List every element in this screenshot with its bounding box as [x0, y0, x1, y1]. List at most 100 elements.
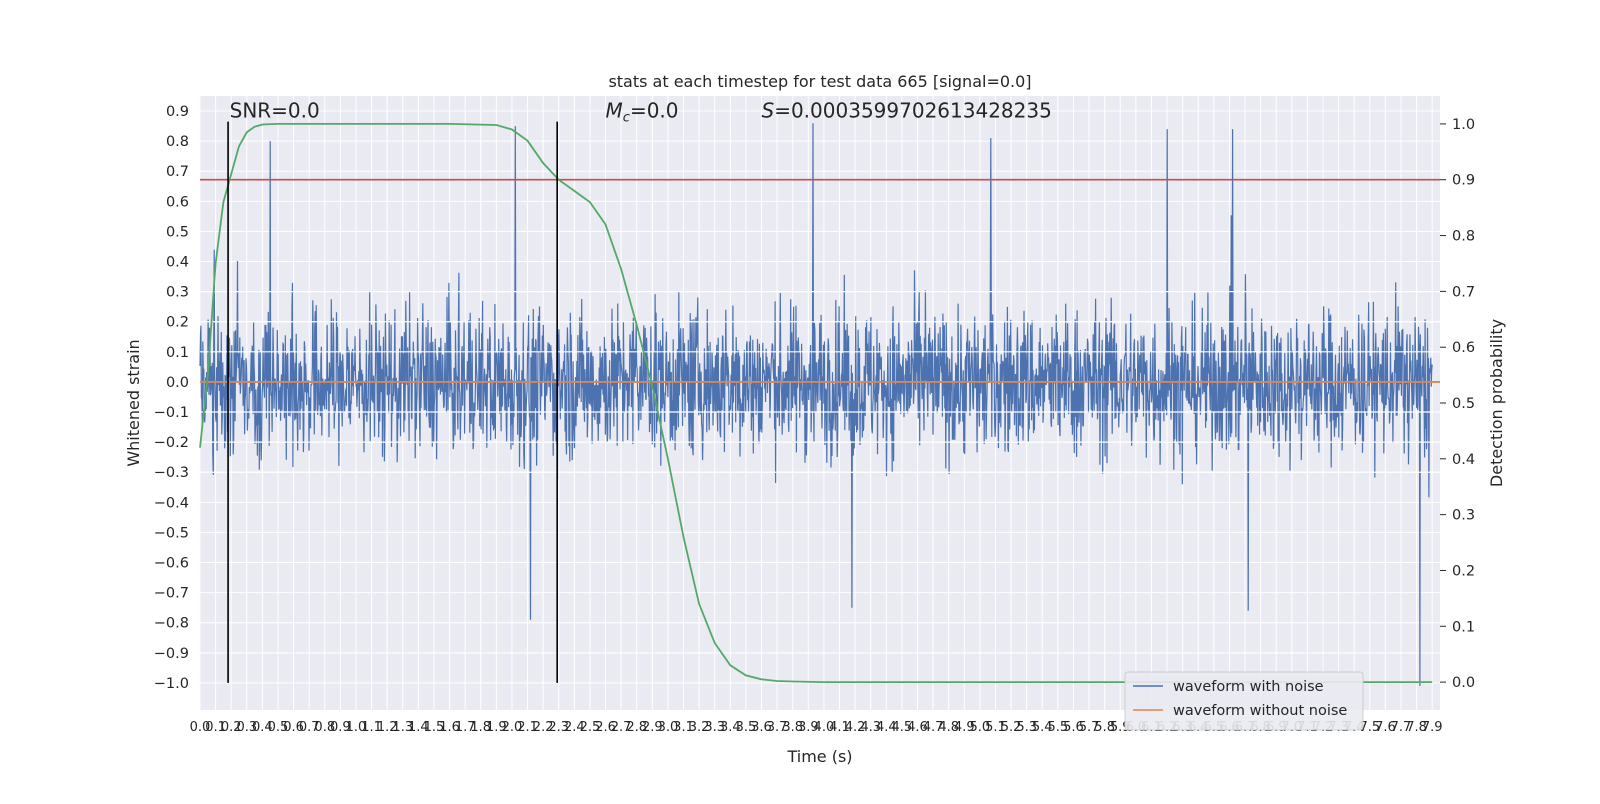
x-tick-label: 0.9	[330, 720, 351, 735]
y2-tick-label: 0.1	[1452, 619, 1475, 635]
plot-area	[200, 96, 1440, 710]
legend-box	[1124, 671, 1364, 731]
x-tick-label: 0.0	[190, 720, 211, 735]
x-tick-label: 3.7	[767, 720, 788, 735]
chart-title: stats at each timestep for test data 665…	[608, 72, 1031, 91]
y2-tick-label: 0.5	[1452, 396, 1475, 412]
x-tick-label: 1.6	[439, 720, 460, 735]
x-tick-label: 5.3	[1016, 720, 1037, 735]
y2-tick-label: 0.2	[1452, 563, 1475, 579]
legend-entry-noise: waveform with noise	[1173, 679, 1324, 695]
y2-tick-label: 0.4	[1452, 452, 1475, 468]
x-tick-label: 0.6	[283, 720, 304, 735]
x-tick-label: 4.2	[845, 720, 866, 735]
x-tick-label: 5.1	[985, 720, 1006, 735]
x-tick-label: 4.7	[923, 720, 944, 735]
x-tick-label: 0.8	[314, 720, 335, 735]
x-tick-label: 0.3	[236, 720, 257, 735]
y-tick-label: −0.1	[154, 405, 189, 421]
y2-tick-label: 0.9	[1452, 173, 1475, 189]
x-tick-label: 0.5	[268, 720, 289, 735]
x-tick-label: 4.5	[892, 720, 913, 735]
x-tick-label: 1.0	[346, 720, 367, 735]
x-tick-label: 5.7	[1079, 720, 1100, 735]
x-tick-label: 2.1	[517, 720, 538, 735]
x-tick-label: 1.9	[486, 720, 507, 735]
x-tick-label: 2.7	[611, 720, 632, 735]
snr-annotation: SNR=0.0	[230, 99, 320, 123]
x-tick-label: 2.4	[564, 720, 585, 735]
statistic-annotation: S=0.0003599702613428235	[762, 99, 1052, 123]
detection-probability-line	[199, 123, 1433, 683]
series-lines	[199, 121, 1440, 683]
x-tick-label: 2.8	[626, 720, 647, 735]
x-tick-label: 0.2	[221, 720, 242, 735]
x-tick-label: 3.1	[673, 720, 694, 735]
x-tick-label: 2.2	[533, 720, 554, 735]
y-tick-label: 0.2	[166, 315, 189, 331]
chirp-mass-annotation: Mc=0.0	[606, 99, 679, 126]
waveform-with-noise-line	[199, 123, 1440, 686]
x-tick-label: 5.5	[1048, 720, 1069, 735]
x-tick-label: 0.4	[252, 720, 273, 735]
x-axis-label: Time (s)	[786, 747, 852, 766]
x-tick-label: 4.3	[860, 720, 881, 735]
x-tick-label: 1.2	[377, 720, 398, 735]
y-tick-label: −0.5	[154, 525, 189, 541]
annotations: SNR=0.0 Mc=0.0 S=0.0003599702613428235	[230, 99, 1052, 126]
x-tick-label: 0.1	[205, 720, 226, 735]
legend-entry-clean: waveform without noise	[1173, 703, 1347, 719]
x-tick-label: 2.5	[580, 720, 601, 735]
x-tick-label: 4.1	[829, 720, 850, 735]
x-tick-label: 4.8	[938, 720, 959, 735]
y2-tick-label: 0.3	[1452, 508, 1475, 524]
x-tick-label: 1.7	[455, 720, 476, 735]
x-tick-label: 0.7	[299, 720, 320, 735]
mc-subscript: c	[623, 111, 630, 126]
y2-tick-label: 0.7	[1452, 284, 1475, 300]
y-tick-label: −0.3	[154, 465, 189, 481]
y-tick-label: 0.3	[166, 285, 189, 301]
y-tick-label: −0.6	[154, 556, 189, 572]
x-tick-label: 7.7	[1391, 720, 1412, 735]
y-tick-label: −0.4	[154, 495, 189, 511]
x-tick-label: 7.8	[1406, 720, 1427, 735]
s-symbol: S	[762, 99, 775, 123]
x-tick-label: 1.4	[408, 720, 429, 735]
x-tick-label: 3.8	[782, 720, 803, 735]
y2-axis-label: Detection probability	[1487, 319, 1506, 487]
mc-value: =0.0	[630, 99, 679, 123]
x-tick-label: 1.1	[361, 720, 382, 735]
x-tick-label: 1.8	[470, 720, 491, 735]
x-tick-label: 7.9	[1422, 720, 1443, 735]
x-tick-label: 3.4	[720, 720, 741, 735]
y-tick-label: 0.7	[166, 164, 189, 180]
y-tick-label: −0.7	[154, 586, 189, 602]
x-tick-label: 4.9	[954, 720, 975, 735]
x-tick-label: 3.3	[704, 720, 725, 735]
y-tick-label: 0.0	[166, 375, 189, 391]
x-tick-label: 1.3	[392, 720, 413, 735]
x-tick-label: 3.5	[736, 720, 757, 735]
x-tick-label: 5.0	[970, 720, 991, 735]
y2-tick-label: 0.0	[1452, 675, 1475, 691]
x-tick-label: 1.5	[424, 720, 445, 735]
x-tick-label: 7.6	[1375, 720, 1396, 735]
x-tick-label: 3.0	[658, 720, 679, 735]
x-tick-label: 5.6	[1063, 720, 1084, 735]
x-tick-label: 2.3	[548, 720, 569, 735]
y-tick-label: 0.9	[166, 104, 189, 120]
y-tick-label: −0.9	[154, 646, 189, 662]
x-tick-label: 7.5	[1359, 720, 1380, 735]
y-tick-label: 0.5	[166, 224, 189, 240]
y2-tick-label: 1.0	[1452, 117, 1475, 133]
x-tick-label: 4.6	[907, 720, 928, 735]
y-tick-label: 0.6	[166, 194, 189, 210]
x-tick-label: 4.0	[814, 720, 835, 735]
x-tick-label: 5.2	[1001, 720, 1022, 735]
y-tick-label: 0.4	[166, 255, 189, 271]
y2-tick-label: 0.6	[1452, 340, 1475, 356]
x-tick-label: 3.6	[751, 720, 772, 735]
